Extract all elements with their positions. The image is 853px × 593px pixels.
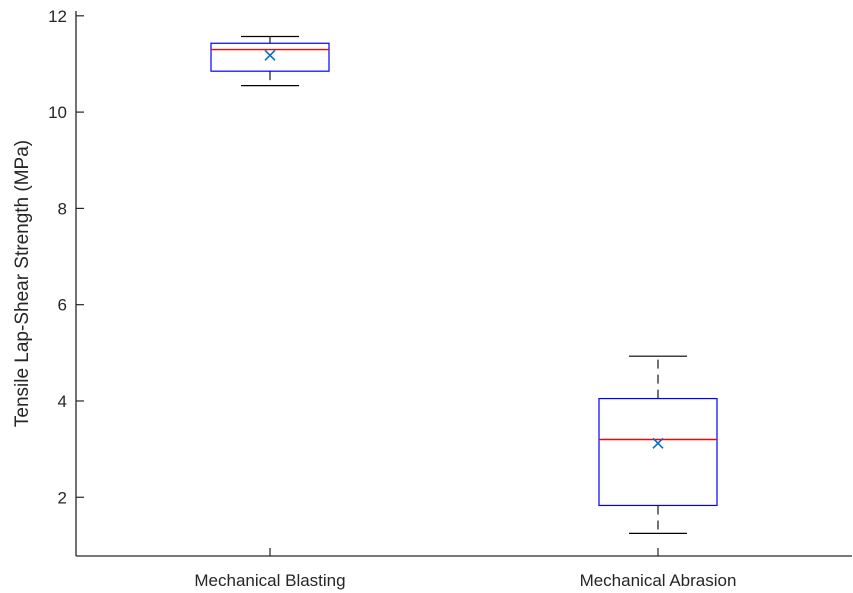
y-tick-label: 2 (58, 488, 67, 507)
mean-marker (264, 49, 276, 61)
y-tick-label: 10 (48, 103, 67, 122)
x-tick-label: Mechanical Blasting (194, 571, 345, 590)
y-tick-label: 4 (58, 392, 67, 411)
x-tick-label: Mechanical Abrasion (580, 571, 737, 590)
y-tick-label: 8 (58, 199, 67, 218)
y-axis-label: Tensile Lap-Shear Strength (MPa) (12, 140, 33, 427)
x-axis: Mechanical Blasting Mechanical Abrasion (194, 548, 736, 590)
box-0 (210, 35, 330, 87)
box-1 (598, 355, 718, 534)
mean-marker-stroke (652, 437, 664, 449)
box-iqr (598, 397, 718, 507)
y-axis: 2 4 6 8 10 12 (48, 7, 84, 507)
y-tick-label: 12 (48, 7, 67, 26)
mean-marker-stroke (264, 49, 276, 61)
box-series (210, 35, 718, 534)
box-iqr (210, 42, 330, 72)
plot-frame (75, 11, 852, 557)
mean-marker (652, 437, 664, 449)
y-tick-label: 6 (58, 296, 67, 315)
